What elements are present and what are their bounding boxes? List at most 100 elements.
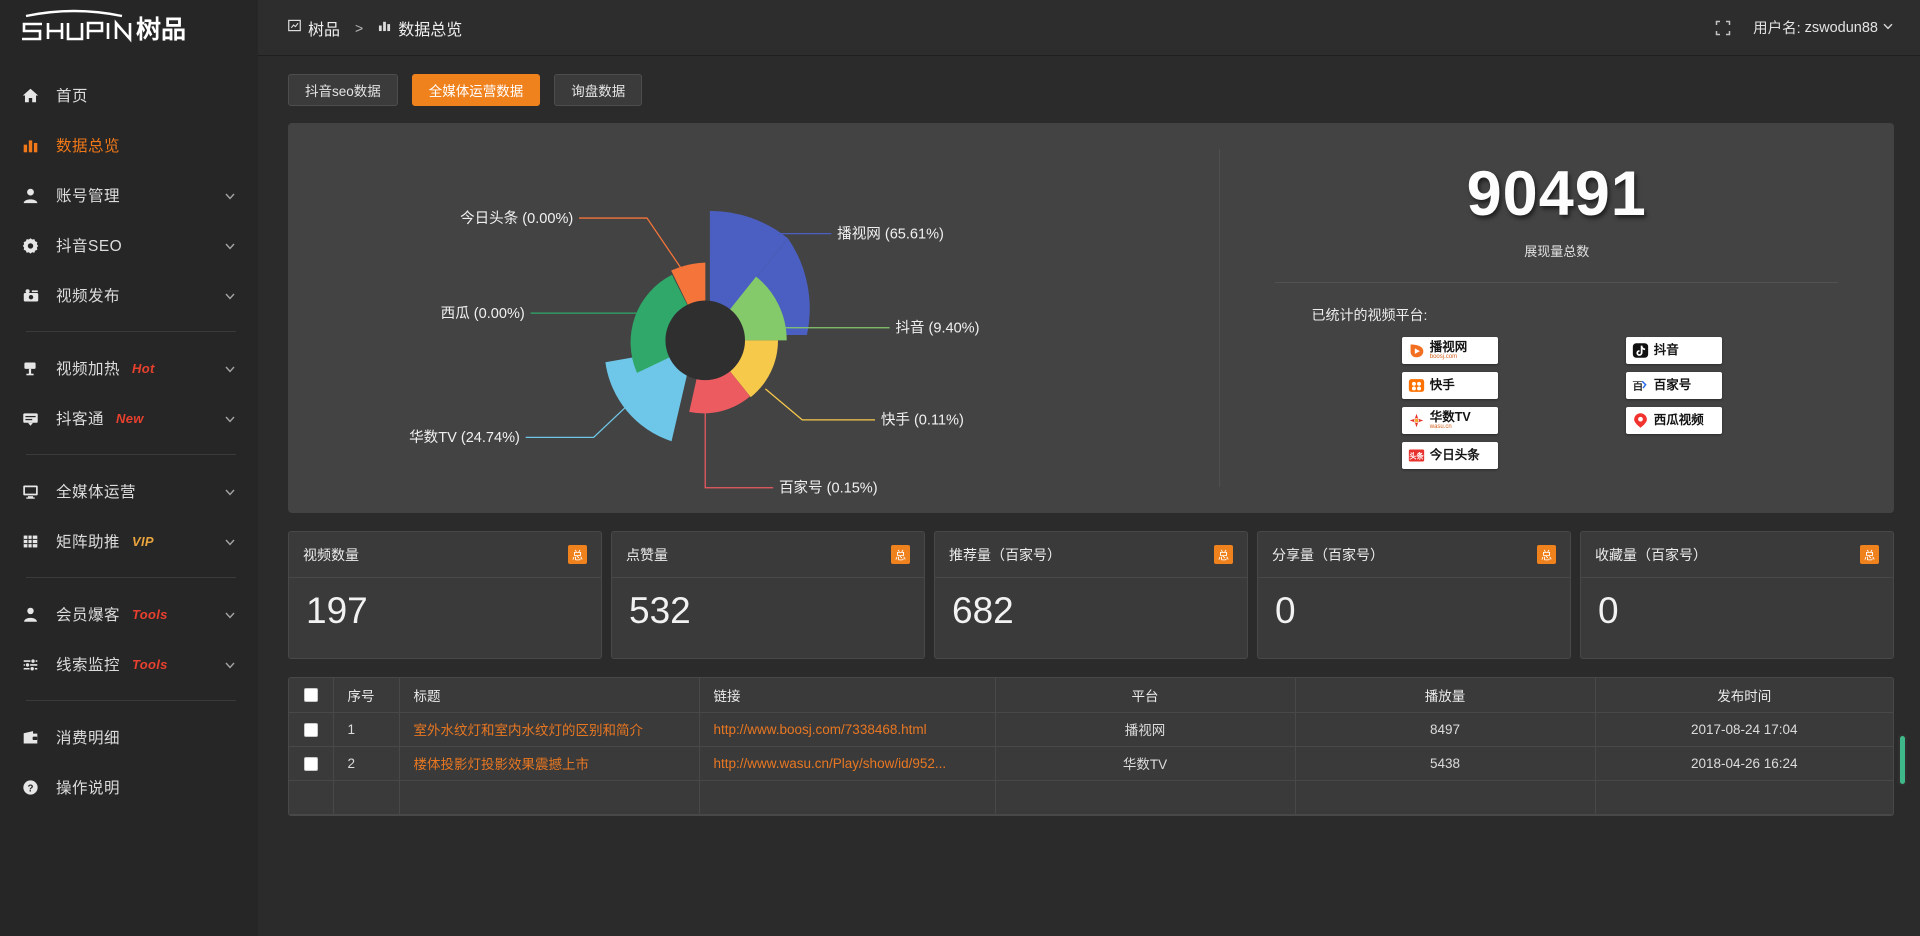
chevron-down-icon	[1882, 20, 1894, 36]
fullscreen-icon[interactable]	[1715, 20, 1731, 36]
sidebar-item-tag: Tools	[132, 656, 168, 672]
sidebar-item-home[interactable]: 首页	[0, 70, 258, 120]
row-link[interactable]: http://www.wasu.cn/Play/show/id/952...	[699, 746, 996, 781]
chevron-down-icon[interactable]	[224, 535, 236, 547]
chevron-down-icon[interactable]	[224, 658, 236, 670]
card-header: 视频数量 总	[289, 532, 601, 578]
pie-label-douyin: 抖音 (9.40%)	[895, 320, 979, 337]
card-value: 0	[1598, 590, 1619, 631]
sidebar-divider	[26, 577, 236, 578]
sidebar-item-douyin-seo[interactable]: 抖音SEO	[0, 220, 258, 270]
sidebar-item-consumption-detail[interactable]: 消费明细	[0, 712, 258, 762]
user-menu[interactable]: 用户名: zswodun88	[1753, 17, 1894, 38]
card-title: 视频数量	[303, 546, 359, 563]
data-tabs: 抖音seo数据 全媒体运营数据 询盘数据	[258, 56, 1920, 106]
platform-share-chart[interactable]: 播视网 (65.61%) 抖音 (9.40%) 快手 (0.11%) 百家号 (…	[288, 123, 1219, 548]
row-checkbox-cell[interactable]	[289, 780, 334, 815]
header-title[interactable]: 标题	[399, 678, 700, 713]
row-checkbox-cell[interactable]	[289, 712, 334, 747]
card-value: 197	[306, 590, 368, 631]
chevron-down-icon[interactable]	[224, 608, 236, 620]
header-select-all[interactable]	[289, 678, 334, 713]
header-platform[interactable]: 平台	[995, 678, 1296, 713]
tab-douyin-seo-data[interactable]: 抖音seo数据	[288, 74, 398, 106]
table-row[interactable]: 1 室外水纹灯和室内水纹灯的区别和简介 http://www.boosj.com…	[289, 712, 1893, 747]
platform-list-title: 已统计的视频平台:	[1311, 307, 1428, 324]
breadcrumb-separator: >	[355, 19, 364, 36]
sidebar-item-account-manage[interactable]: 账号管理	[0, 170, 258, 220]
chevron-down-icon[interactable]	[224, 289, 236, 301]
sidebar-item-tag: Tools	[132, 606, 168, 622]
sidebar-item-video-publish[interactable]: 视频发布	[0, 270, 258, 320]
breadcrumb-item-root[interactable]: 树品	[288, 16, 340, 40]
gear-icon	[22, 235, 44, 255]
boosj-icon	[1408, 342, 1425, 359]
chevron-down-icon[interactable]	[224, 412, 236, 424]
vertical-scrollbar-thumb[interactable]	[1898, 734, 1907, 786]
row-title	[399, 780, 700, 815]
sidebar-item-instructions[interactable]: ? 操作说明	[0, 762, 258, 812]
platform-badge-name: 抖音	[1653, 343, 1679, 358]
stat-card-video-count: 视频数量 总 197	[288, 531, 602, 659]
pie-slice-wasu[interactable]	[604, 284, 694, 442]
row-index: 2	[333, 746, 400, 781]
panel-divider	[1219, 149, 1221, 487]
table-row[interactable]: 2 楼体投影灯投影效果震撼上市 http://www.wasu.cn/Play/…	[289, 746, 1893, 781]
tab-inquiry-data[interactable]: 询盘数据	[554, 74, 643, 106]
select-all-checkbox[interactable]	[303, 688, 318, 703]
overview-panel: 播视网 (65.61%) 抖音 (9.40%) 快手 (0.11%) 百家号 (…	[288, 123, 1894, 548]
row-platform	[995, 780, 1296, 815]
row-checkbox[interactable]	[303, 756, 318, 771]
sidebar-item-label: 抖客通	[56, 411, 105, 428]
tab-omni-media-data[interactable]: 全媒体运营数据	[411, 74, 541, 106]
chevron-down-icon[interactable]	[224, 189, 236, 201]
row-index	[333, 780, 400, 815]
xigua-icon	[1632, 412, 1649, 429]
row-title[interactable]: 楼体投影灯投影效果震撼上市	[399, 746, 700, 781]
row-plays: 5438	[1295, 746, 1596, 781]
sidebar-item-data-overview[interactable]: 数据总览	[0, 120, 258, 170]
header-link[interactable]: 链接	[699, 678, 996, 713]
sidebar-item-label: 矩阵助推	[56, 534, 121, 551]
row-link[interactable]: http://www.boosj.com/7338468.html	[699, 712, 996, 747]
platform-badge-baijiahao[interactable]: 百 百家号	[1625, 372, 1722, 400]
breadcrumb-item-current[interactable]: 数据总览	[378, 16, 462, 40]
header-plays[interactable]: 播放量	[1295, 678, 1596, 713]
sidebar-item-matrix-boost[interactable]: 矩阵助推 VIP	[0, 516, 258, 566]
chevron-down-icon[interactable]	[224, 485, 236, 497]
stat-card-favorite: 收藏量（百家号） 总 0	[1580, 531, 1894, 659]
row-checkbox-cell[interactable]	[289, 746, 334, 781]
table-header-row: 序号 标题 链接 平台 播放量 发布时间	[289, 678, 1893, 713]
sidebar-item-member-boom[interactable]: 会员爆客 Tools	[0, 589, 258, 639]
platform-badge-douyin[interactable]: 抖音	[1625, 337, 1722, 365]
sidebar-item-lead-monitor[interactable]: 线索监控 Tools	[0, 639, 258, 689]
row-platform: 播视网	[995, 712, 1296, 747]
sidebar-item-video-boost[interactable]: 视频加热 Hot	[0, 343, 258, 393]
brand-logo[interactable]: 树品	[0, 0, 258, 56]
platform-badge-toutiao[interactable]: 头条 今日头条	[1401, 442, 1498, 470]
breadcrumb-label: 数据总览	[398, 21, 463, 39]
sidebar-item-label: 视频发布	[56, 288, 121, 305]
row-title[interactable]: 室外水纹灯和室内水纹灯的区别和简介	[399, 712, 700, 747]
platform-badge-kuaishou[interactable]: 快手	[1401, 372, 1498, 400]
platform-badge-boosj[interactable]: 播视网 boosj.com	[1401, 337, 1498, 365]
sidebar-item-label: 视频加热	[56, 361, 121, 378]
chevron-down-icon[interactable]	[224, 239, 236, 251]
sidebar-item-douketong[interactable]: 抖客通 New	[0, 393, 258, 443]
platform-badge-xigua[interactable]: 西瓜视频	[1625, 407, 1722, 435]
platform-badge-wasu[interactable]: 华数TV wasu.cn	[1401, 407, 1498, 435]
header-publish-time[interactable]: 发布时间	[1595, 678, 1893, 713]
topbar: 树品 > 数据总览 用户名: zswodun88	[258, 0, 1920, 56]
sidebar-item-label: 账号管理	[56, 188, 121, 205]
sidebar-item-omni-media[interactable]: 全媒体运营	[0, 466, 258, 516]
card-header: 点赞量 总	[612, 532, 924, 578]
sidebar-item-label: 线索监控	[56, 657, 121, 674]
platform-column-left: 播视网 boosj.com 快手	[1401, 337, 1498, 470]
row-plays: 8497	[1295, 712, 1596, 747]
wallet-icon	[22, 727, 44, 747]
row-checkbox[interactable]	[303, 722, 318, 737]
table-row[interactable]	[289, 780, 1893, 815]
chevron-down-icon[interactable]	[224, 362, 236, 374]
header-index[interactable]: 序号	[333, 678, 400, 713]
